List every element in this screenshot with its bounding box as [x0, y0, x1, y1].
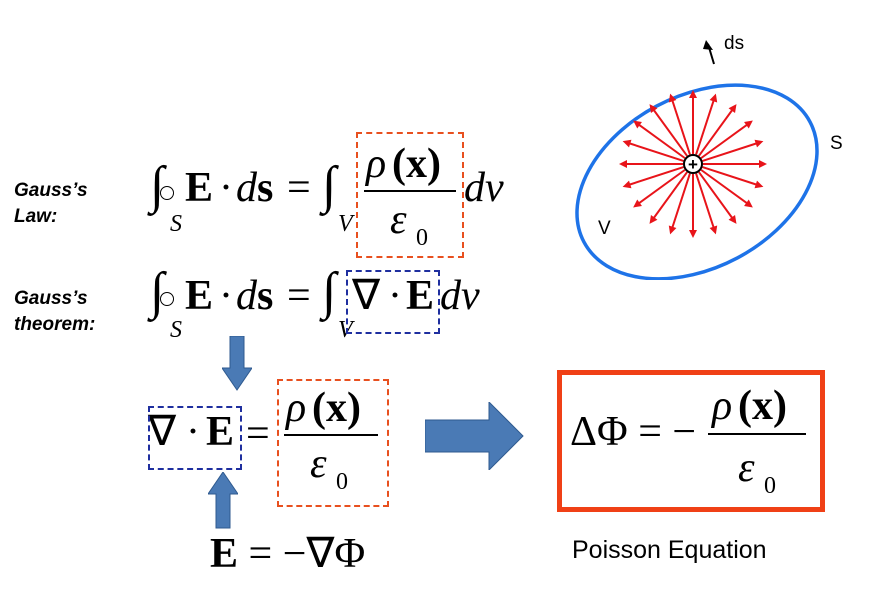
closed-surface-ellipse — [560, 46, 850, 280]
charge-sign: + — [688, 155, 698, 174]
field-line-arrowhead — [710, 226, 718, 235]
field-line-arrowhead — [623, 181, 632, 189]
dv-symbol: dv — [464, 164, 504, 212]
field-line-arrowhead — [729, 215, 737, 224]
equals-sign: = — [287, 164, 311, 212]
divergence-box — [346, 270, 440, 334]
field-line-arrowhead — [729, 104, 737, 113]
field-line-arrowhead — [755, 181, 764, 189]
field-symbol: E — [185, 164, 213, 212]
field-line-arrowhead — [633, 121, 642, 129]
field-line-arrowhead — [744, 200, 753, 208]
volume-subscript: V — [338, 200, 353, 248]
surface-subscript-2: S — [170, 306, 182, 354]
s-vector-2: s — [257, 272, 273, 320]
volume-label: V — [598, 218, 611, 240]
equals-sign-3: = — [246, 410, 270, 458]
d-symbol: d — [236, 164, 257, 212]
poisson-lhs: ΔΦ = − — [570, 408, 696, 456]
field-line-arrowhead — [619, 160, 627, 168]
closed-surface-circle-2 — [160, 292, 174, 306]
charge-density-box — [356, 132, 464, 258]
potential-relation: E = −∇Φ — [210, 530, 365, 578]
gauss-law-label: Gauss’s Law: — [14, 178, 88, 230]
epsilon-symbol-3: ε — [738, 444, 755, 492]
ds-arrow-head — [703, 40, 713, 50]
down-arrow-icon — [222, 336, 252, 392]
field-line-arrowhead — [744, 121, 753, 129]
up-arrow-icon — [208, 472, 238, 530]
poisson-caption: Poisson Equation — [572, 536, 767, 565]
field-line-arrowhead — [623, 140, 632, 148]
surface-subscript: S — [170, 200, 182, 248]
divergence-box-2 — [148, 406, 242, 470]
rho-symbol-3: ρ — [712, 382, 732, 430]
field-line-arrowhead — [669, 226, 677, 235]
field-line-arrowhead — [689, 230, 697, 238]
field-symbol-2: E — [185, 272, 213, 320]
equals-sign-2: = — [287, 272, 311, 320]
field-line-arrowhead — [710, 94, 718, 103]
dv-symbol-2: dv — [440, 272, 480, 320]
volume-integral-symbol: ∫ — [322, 162, 336, 210]
d-symbol-2: d — [236, 272, 257, 320]
dot-operator-2: · — [219, 272, 233, 320]
fraction-bar-3 — [708, 433, 806, 435]
right-arrow-icon — [425, 402, 525, 470]
volume-integral-symbol-2: ∫ — [322, 268, 336, 316]
ds-label: ds — [724, 33, 744, 55]
closed-surface-circle — [160, 186, 174, 200]
surface-label: S — [830, 133, 843, 155]
gauss-theorem-label: Gauss’s theorem: — [14, 286, 95, 338]
s-vector: s — [257, 164, 273, 212]
closed-integral-symbol-2: ∫ — [150, 268, 164, 316]
charge-density-box-2 — [277, 379, 389, 507]
dot-operator: · — [219, 164, 233, 212]
field-line-arrowhead — [650, 215, 658, 224]
field-line-arrowhead — [633, 200, 642, 208]
x-argument-3: (x) — [738, 382, 787, 430]
field-line-arrowhead — [759, 160, 767, 168]
gauss-surface-diagram: + — [560, 40, 860, 280]
epsilon-subscript-3: 0 — [764, 462, 776, 510]
closed-integral-symbol: ∫ — [150, 162, 164, 210]
field-line-arrowhead — [755, 140, 764, 148]
